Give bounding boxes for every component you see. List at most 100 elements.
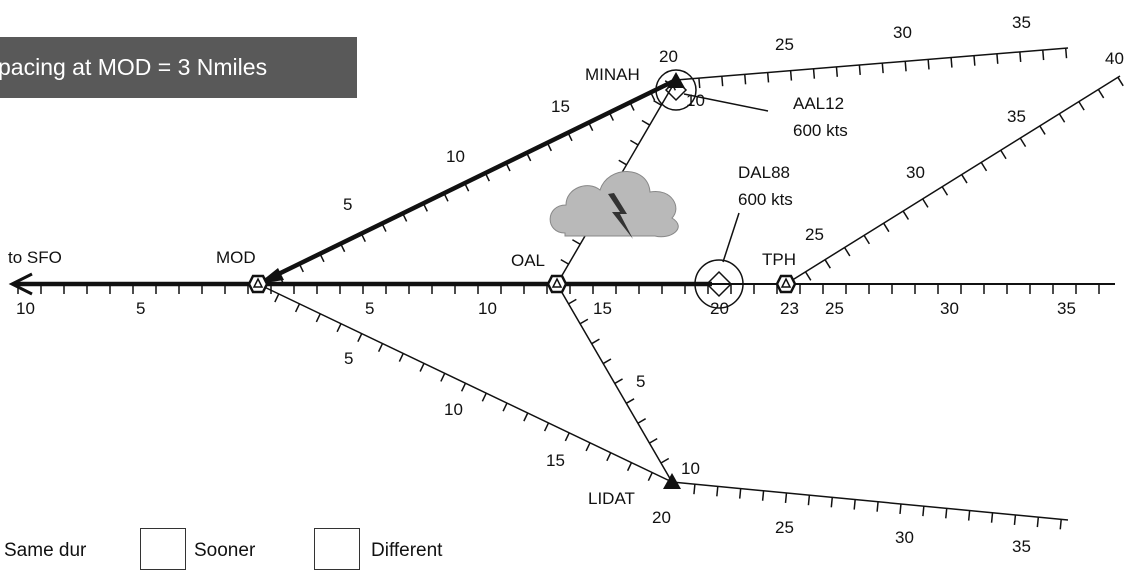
distance-tick — [546, 142, 552, 152]
distance-tick — [927, 59, 930, 70]
distance-tick — [440, 372, 446, 382]
distance-tick — [1042, 49, 1045, 61]
distance-tick — [766, 72, 770, 83]
distance-tick — [398, 353, 404, 362]
main-axis-label: 35 — [1057, 299, 1076, 318]
main-axis-label: 10 — [16, 299, 35, 318]
distance-tick — [564, 432, 570, 442]
distance-tick — [784, 492, 788, 504]
same-option-label: Same dur — [4, 540, 87, 561]
distance-tick — [579, 318, 589, 325]
waypoint-oal-symbol — [546, 274, 568, 294]
distance-tick — [614, 378, 623, 385]
distance-tick — [377, 343, 384, 352]
distance-tick — [274, 293, 280, 303]
distance-tick — [505, 162, 511, 172]
minah-east-label: 30 — [893, 23, 912, 42]
distance-tick — [961, 174, 968, 184]
distance-tick — [606, 452, 612, 462]
distance-tick — [804, 271, 812, 281]
distance-tick — [647, 472, 653, 481]
distance-tick — [422, 202, 428, 212]
lidat-label: 10 — [681, 459, 700, 478]
distance-tick — [990, 512, 994, 523]
distance-tick — [1097, 89, 1105, 99]
distance-tick — [419, 363, 425, 372]
main-axis-label: 20 — [710, 299, 729, 318]
distance-tick — [626, 462, 633, 472]
distance-tick — [996, 53, 999, 64]
distance-tick — [945, 508, 948, 519]
waypoint-mod-symbol — [247, 274, 269, 294]
distance-tick — [649, 437, 658, 444]
mod-lidat-label: 15 — [546, 451, 565, 470]
distance-tick — [608, 112, 615, 121]
distance-tick — [1078, 101, 1085, 111]
distance-tick — [560, 258, 569, 265]
tph-route-label: 40 — [1105, 49, 1124, 68]
lidat-label: 25 — [775, 518, 794, 537]
distance-tick — [1058, 113, 1066, 123]
distance-tick — [460, 382, 467, 392]
main-axis-label: 5 — [365, 299, 374, 318]
distance-tick — [824, 259, 831, 269]
minah-route-label: 20 — [659, 47, 678, 66]
distance-tick — [1059, 519, 1062, 530]
distance-tick — [336, 323, 342, 333]
distance-tick — [1019, 51, 1022, 62]
distance-tick — [402, 213, 408, 222]
distance-tick — [660, 457, 670, 464]
distance-tick — [585, 442, 591, 452]
distance-tick — [1013, 514, 1017, 525]
distance-tick — [653, 100, 662, 106]
distance-tick — [863, 234, 871, 245]
aircraft-dal88-speed: 600 kts — [738, 190, 793, 209]
tph-route-label: 30 — [906, 163, 925, 182]
distance-tick — [618, 159, 627, 166]
lidat-east-route — [671, 481, 1069, 521]
distance-tick — [315, 313, 321, 323]
tph-route-label: 35 — [1007, 107, 1026, 126]
distance-tick — [1000, 149, 1007, 160]
weather-cloud-icon — [549, 171, 679, 239]
distance-tick — [298, 263, 304, 273]
aal12-leader-line — [683, 93, 769, 112]
sooner-option-label: Sooner — [194, 540, 256, 561]
distance-tick — [882, 222, 890, 233]
minah-route-label: 5 — [343, 195, 352, 214]
distance-tick — [625, 398, 635, 404]
distance-tick — [650, 92, 656, 101]
distance-tick — [629, 139, 639, 146]
oal-lidat-label: 5 — [636, 372, 645, 391]
distance-tick — [277, 273, 284, 283]
sooner-checkbox[interactable] — [314, 528, 360, 570]
minah-route-label: 10 — [446, 147, 465, 166]
distance-tick — [1039, 125, 1046, 135]
waypoint-tph-label: TPH — [762, 250, 796, 269]
distance-tick — [381, 223, 387, 232]
lidat-label: 35 — [1012, 537, 1031, 552]
distance-tick — [588, 122, 594, 132]
distance-tick — [481, 392, 487, 402]
distance-tick — [902, 210, 910, 220]
dal88-leader-line — [722, 212, 740, 263]
main-axis-label: 30 — [940, 299, 959, 318]
distance-tick — [572, 239, 581, 245]
distance-tick — [641, 119, 651, 126]
distance-tick — [858, 64, 861, 76]
distance-tick — [602, 358, 612, 365]
same-checkbox[interactable] — [140, 528, 186, 570]
to-sfo-label: to SFO — [8, 248, 62, 267]
lidat-label: 30 — [895, 528, 914, 547]
aircraft-dal88-symbol[interactable] — [694, 259, 744, 309]
distance-tick — [761, 490, 765, 501]
waypoint-oal-label: OAL — [511, 251, 545, 270]
mod-lidat-label: 5 — [344, 349, 353, 368]
distance-tick — [830, 497, 834, 508]
distance-tick — [526, 152, 532, 162]
minah-east-label: 35 — [1012, 13, 1031, 32]
aircraft-aal12-symbol[interactable] — [655, 69, 697, 111]
distance-tick — [967, 510, 971, 521]
mod-lidat-route — [257, 283, 673, 483]
distance-tick — [360, 233, 366, 242]
